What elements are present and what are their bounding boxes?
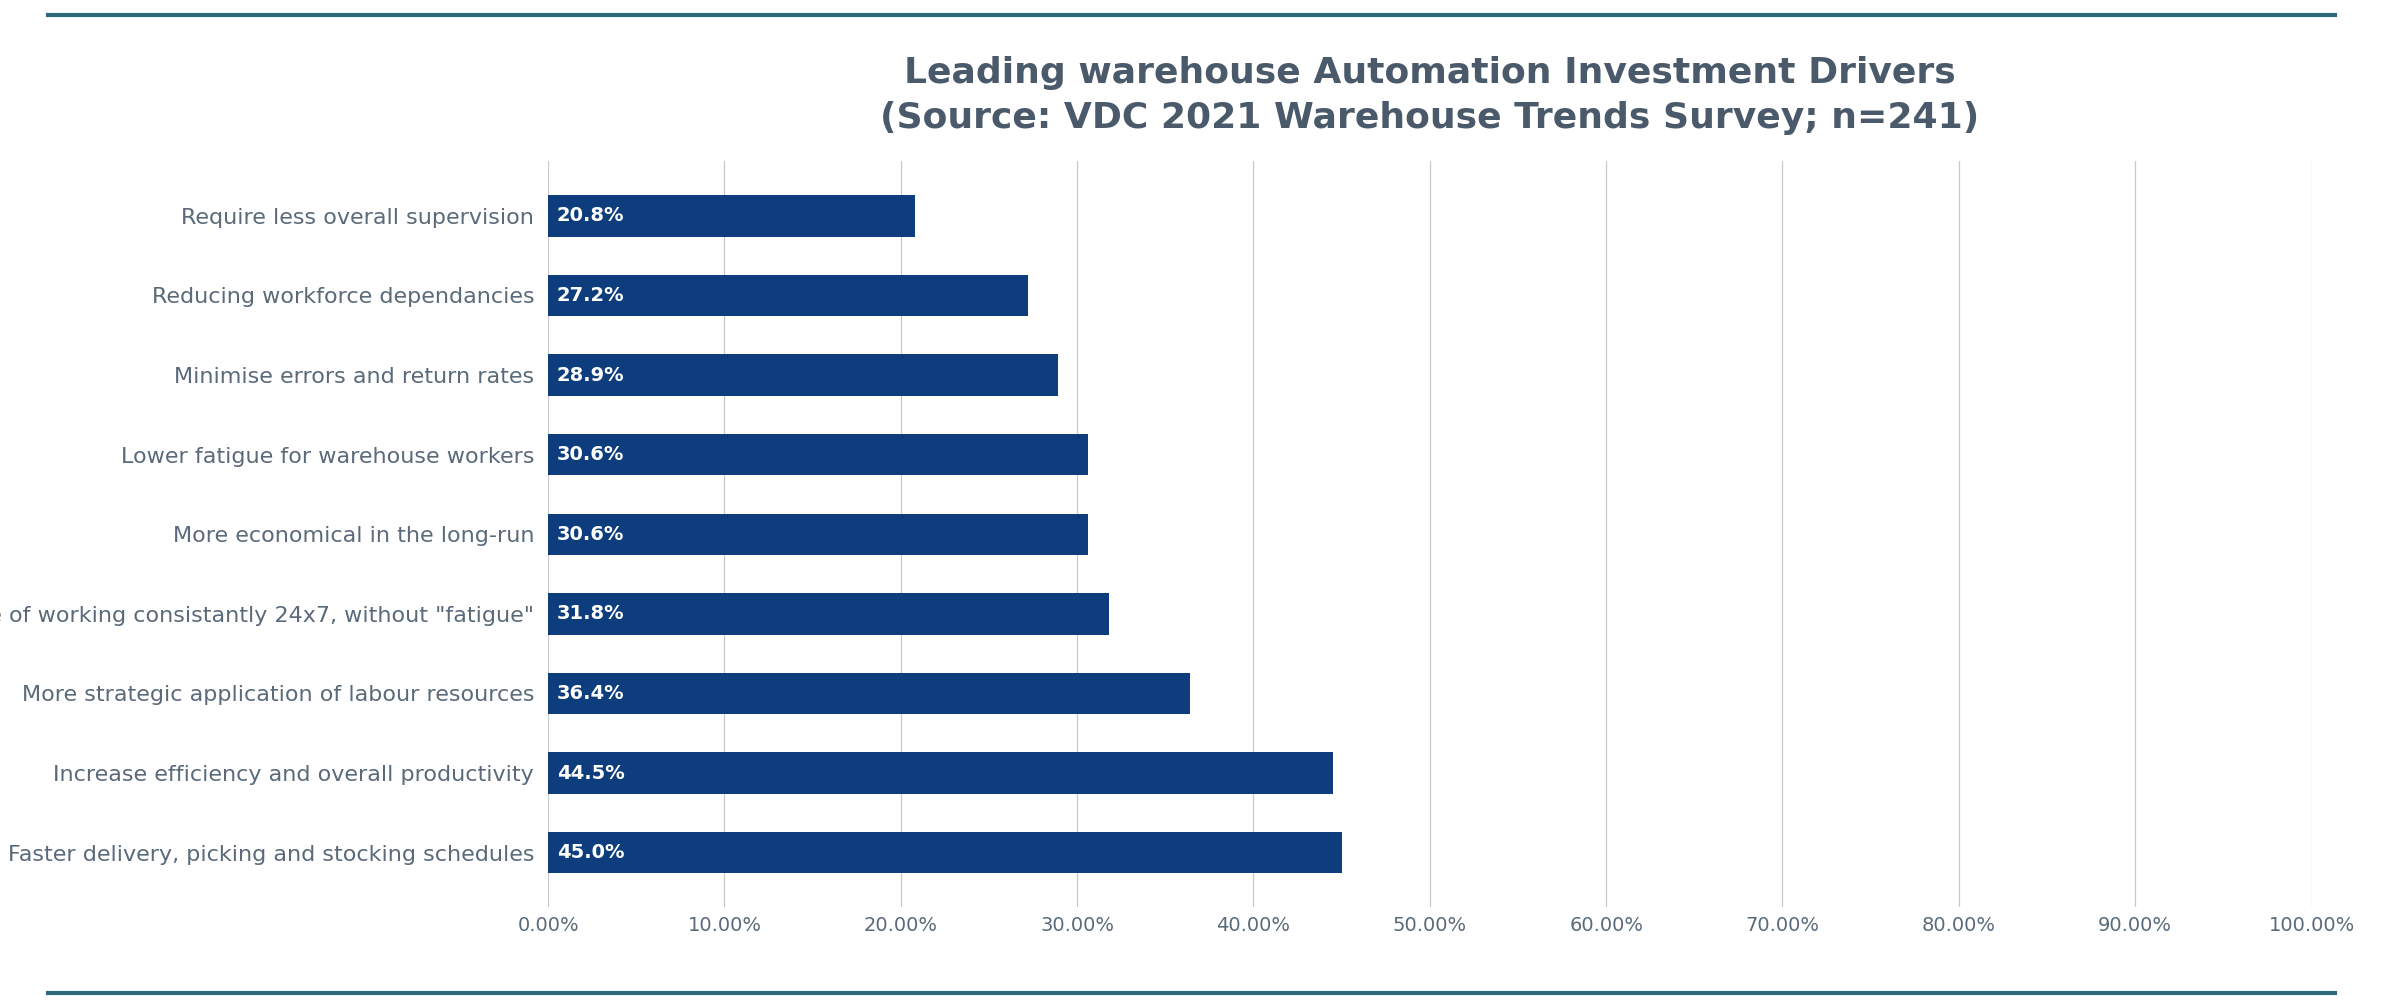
Text: 30.6%: 30.6% — [558, 525, 624, 543]
Text: 30.6%: 30.6% — [558, 446, 624, 464]
Text: 28.9%: 28.9% — [558, 366, 624, 385]
Bar — [548, 355, 1058, 396]
Bar — [548, 275, 1027, 317]
Bar — [548, 752, 1332, 793]
Bar — [548, 196, 915, 237]
Bar — [548, 593, 1108, 634]
Text: 45.0%: 45.0% — [558, 843, 624, 862]
Title: Leading warehouse Automation Investment Drivers
(Source: VDC 2021 Warehouse Tren: Leading warehouse Automation Investment … — [879, 56, 1980, 135]
Bar — [548, 434, 1087, 476]
Text: 44.5%: 44.5% — [558, 763, 624, 782]
Text: 31.8%: 31.8% — [558, 605, 624, 623]
Text: 36.4%: 36.4% — [558, 683, 624, 703]
Text: 20.8%: 20.8% — [558, 207, 624, 226]
Bar — [548, 513, 1087, 555]
Bar — [548, 832, 1342, 873]
Text: 27.2%: 27.2% — [558, 286, 624, 305]
Bar — [548, 672, 1189, 714]
